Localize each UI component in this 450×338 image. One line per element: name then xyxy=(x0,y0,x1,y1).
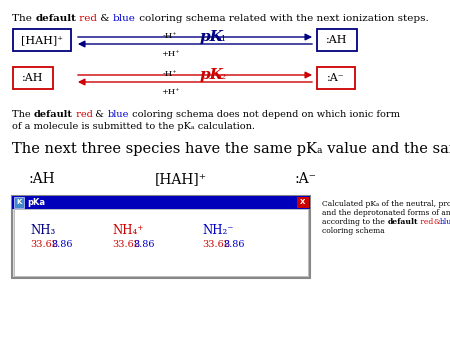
Text: K: K xyxy=(16,199,22,206)
Text: coloring schema related with the next ionization steps.: coloring schema related with the next io… xyxy=(135,14,428,23)
Text: :AH: :AH xyxy=(28,172,54,186)
Text: coloring schema: coloring schema xyxy=(322,227,385,235)
FancyBboxPatch shape xyxy=(13,29,71,51)
Text: a2: a2 xyxy=(217,73,227,81)
Text: -H⁺: -H⁺ xyxy=(163,32,177,40)
Text: -H⁺: -H⁺ xyxy=(163,70,177,78)
Text: and the deprotonated forms of ammonia: and the deprotonated forms of ammonia xyxy=(322,209,450,217)
Text: 33.62: 33.62 xyxy=(202,240,230,249)
Text: X: X xyxy=(300,199,306,206)
Text: default: default xyxy=(35,14,76,23)
Text: red: red xyxy=(76,14,97,23)
Text: according to the: according to the xyxy=(322,218,387,226)
Text: [HAH]⁺: [HAH]⁺ xyxy=(155,172,207,186)
Text: The next three species have the same pKₐ value and the same color.: The next three species have the same pKₐ… xyxy=(12,142,450,156)
Text: Calculated pKₐ of the neutral, protonated: Calculated pKₐ of the neutral, protonate… xyxy=(322,200,450,208)
Text: pK: pK xyxy=(200,30,224,44)
Text: 33.62: 33.62 xyxy=(112,240,140,249)
Text: NH₂⁻: NH₂⁻ xyxy=(202,224,234,237)
Text: pK: pK xyxy=(200,68,224,82)
Text: blue: blue xyxy=(113,14,135,23)
Text: 8.86: 8.86 xyxy=(51,240,72,249)
Text: :AH: :AH xyxy=(22,73,44,83)
Text: :AH: :AH xyxy=(326,35,348,45)
Text: default: default xyxy=(34,110,72,119)
Text: 8.86: 8.86 xyxy=(133,240,154,249)
Text: red: red xyxy=(72,110,93,119)
FancyBboxPatch shape xyxy=(317,29,357,51)
Text: +H⁺: +H⁺ xyxy=(161,50,179,58)
Text: blue: blue xyxy=(440,218,450,226)
Bar xyxy=(12,196,310,278)
Text: of a molecule is submitted to the pKₐ calculation.: of a molecule is submitted to the pKₐ ca… xyxy=(12,122,255,131)
Text: +H⁺: +H⁺ xyxy=(161,88,179,96)
Text: NH₃: NH₃ xyxy=(30,224,55,237)
Text: [HAH]⁺: [HAH]⁺ xyxy=(21,35,63,45)
FancyBboxPatch shape xyxy=(13,67,53,89)
Text: :A⁻: :A⁻ xyxy=(327,73,345,83)
Text: &: & xyxy=(93,110,108,119)
Text: The: The xyxy=(12,110,34,119)
Bar xyxy=(14,197,24,208)
Text: :A⁻: :A⁻ xyxy=(295,172,317,186)
Text: coloring schema does not depend on which ionic form: coloring schema does not depend on which… xyxy=(129,110,400,119)
Bar xyxy=(14,209,308,276)
Bar xyxy=(12,196,310,209)
Text: &: & xyxy=(97,14,113,23)
FancyBboxPatch shape xyxy=(317,67,355,89)
Text: red: red xyxy=(418,218,433,226)
Text: blue: blue xyxy=(108,110,129,119)
Text: NH₄⁺: NH₄⁺ xyxy=(112,224,144,237)
Text: a1: a1 xyxy=(217,35,227,43)
Text: &: & xyxy=(433,218,440,226)
Text: pKa: pKa xyxy=(27,198,45,207)
Bar xyxy=(297,197,309,208)
Text: The: The xyxy=(12,14,35,23)
Text: 8.86: 8.86 xyxy=(223,240,244,249)
Text: 33.62: 33.62 xyxy=(30,240,58,249)
Text: default: default xyxy=(387,218,418,226)
